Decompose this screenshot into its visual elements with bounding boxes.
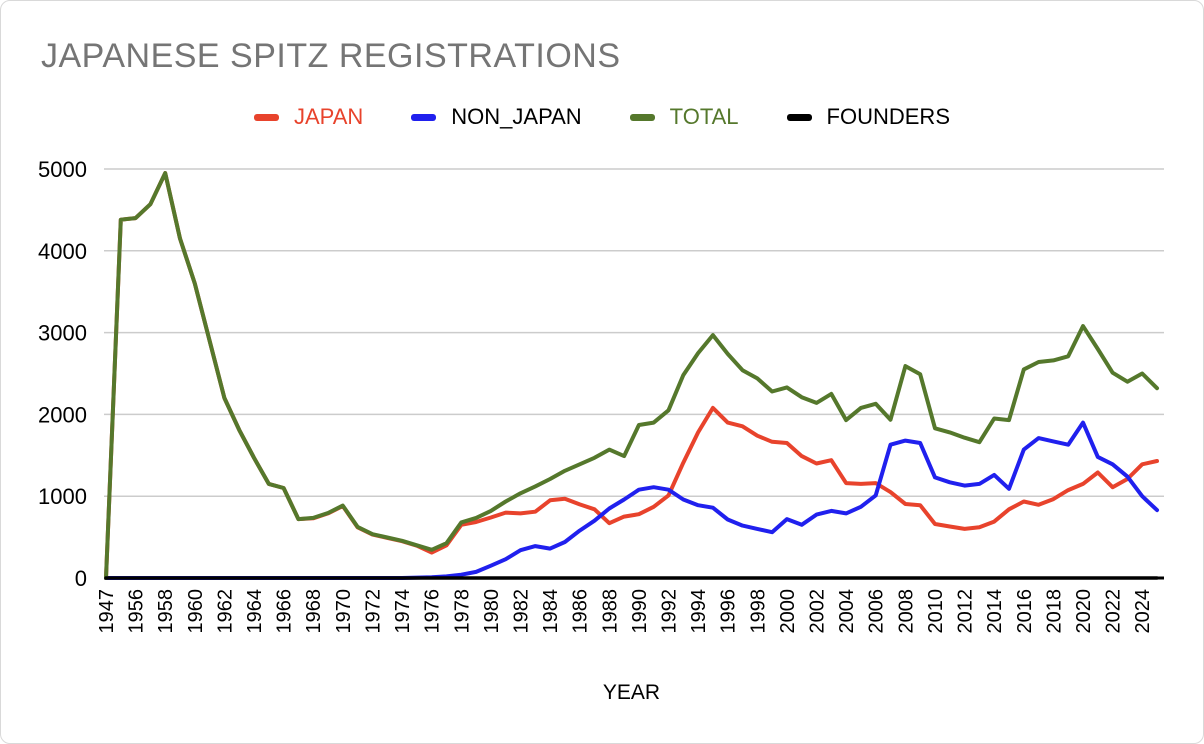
x-axis-tick-label: 2020 [1073, 589, 1095, 634]
x-axis-tick-label: 2022 [1103, 589, 1125, 634]
x-axis-tick-label: 1986 [570, 589, 592, 634]
x-axis-tick-label: 2018 [1043, 589, 1065, 634]
x-axis-tick-label: 2004 [836, 589, 858, 634]
x-axis-tick-label: 1964 [244, 589, 266, 634]
x-axis-tick-label: 2014 [984, 589, 1006, 634]
chart-title: JAPANESE SPITZ REGISTRATIONS [41, 37, 621, 75]
x-axis-tick-label: 1956 [126, 589, 148, 634]
non-japan-series-swatch-icon [411, 113, 437, 121]
x-axis-title: YEAR [603, 681, 660, 704]
x-axis-tick-label: 1994 [688, 589, 710, 634]
legend-label-founders: FOUNDERS [826, 104, 950, 129]
x-axis-tick-label: 1968 [303, 589, 325, 634]
legend-label-japan: JAPAN [293, 104, 364, 129]
chart-legend: JAPAN NON_JAPAN TOTAL FOUNDERS [1, 104, 1203, 130]
x-axis-tick-label: 1990 [629, 589, 651, 634]
x-axis-tick-label: 2024 [1132, 589, 1154, 634]
x-axis-tick-label: 1982 [510, 589, 532, 634]
y-axis-tick-label: 2000 [38, 402, 87, 427]
x-axis-tick-label: 1962 [214, 589, 236, 634]
x-axis-tick-label: 1958 [155, 589, 177, 634]
x-axis-tick-label: 1974 [392, 589, 414, 634]
legend-item-japan[interactable]: JAPAN [253, 104, 364, 130]
y-axis-tick-label: 4000 [38, 239, 87, 264]
x-axis-tick-label: 1976 [422, 589, 444, 634]
total-series-swatch-icon [629, 113, 655, 121]
x-axis-tick-label: 1992 [659, 589, 681, 634]
x-axis-tick-label: 1996 [718, 589, 740, 634]
x-axis-tick-label: 1947 [96, 589, 118, 634]
series-line-non_japan [104, 420, 1159, 580]
x-axis-tick-label: 2006 [866, 589, 888, 634]
y-axis-tick-label: 0 [75, 566, 87, 591]
series-line-japan [104, 171, 1159, 580]
founders-series-swatch-icon [786, 113, 812, 121]
x-axis-tick-label: 1978 [451, 589, 473, 634]
legend-item-non-japan[interactable]: NON_JAPAN [411, 104, 582, 130]
x-axis-tick-label: 2016 [1014, 589, 1036, 634]
x-axis-tick-label: 1980 [481, 589, 503, 634]
y-axis-tick-label: 5000 [38, 157, 87, 182]
x-axis-tick-label: 2002 [807, 589, 829, 634]
y-axis-tick-label: 1000 [38, 484, 87, 509]
x-axis-tick-label: 1972 [362, 589, 384, 634]
legend-label-total: TOTAL [669, 104, 739, 129]
x-axis-tick-label: 1966 [274, 589, 296, 634]
x-axis-tick-label: 1984 [540, 589, 562, 634]
series-line-total [104, 171, 1159, 580]
x-axis-tick-label: 2010 [925, 589, 947, 634]
x-axis-tick-label: 1960 [185, 589, 207, 634]
x-axis-tick-label: 1970 [333, 589, 355, 634]
legend-label-non-japan: NON_JAPAN [451, 104, 582, 129]
y-axis-tick-label: 3000 [38, 321, 87, 346]
legend-item-total[interactable]: TOTAL [629, 104, 739, 130]
legend-item-founders[interactable]: FOUNDERS [786, 104, 950, 130]
x-axis-tick-label: 2000 [777, 589, 799, 634]
x-axis-tick-label: 2008 [895, 589, 917, 634]
x-axis-tick-label: 2012 [955, 589, 977, 634]
japan-series-swatch-icon [253, 113, 279, 121]
x-axis-tick-label: 1988 [599, 589, 621, 634]
x-axis-tick-label: 1998 [747, 589, 769, 634]
